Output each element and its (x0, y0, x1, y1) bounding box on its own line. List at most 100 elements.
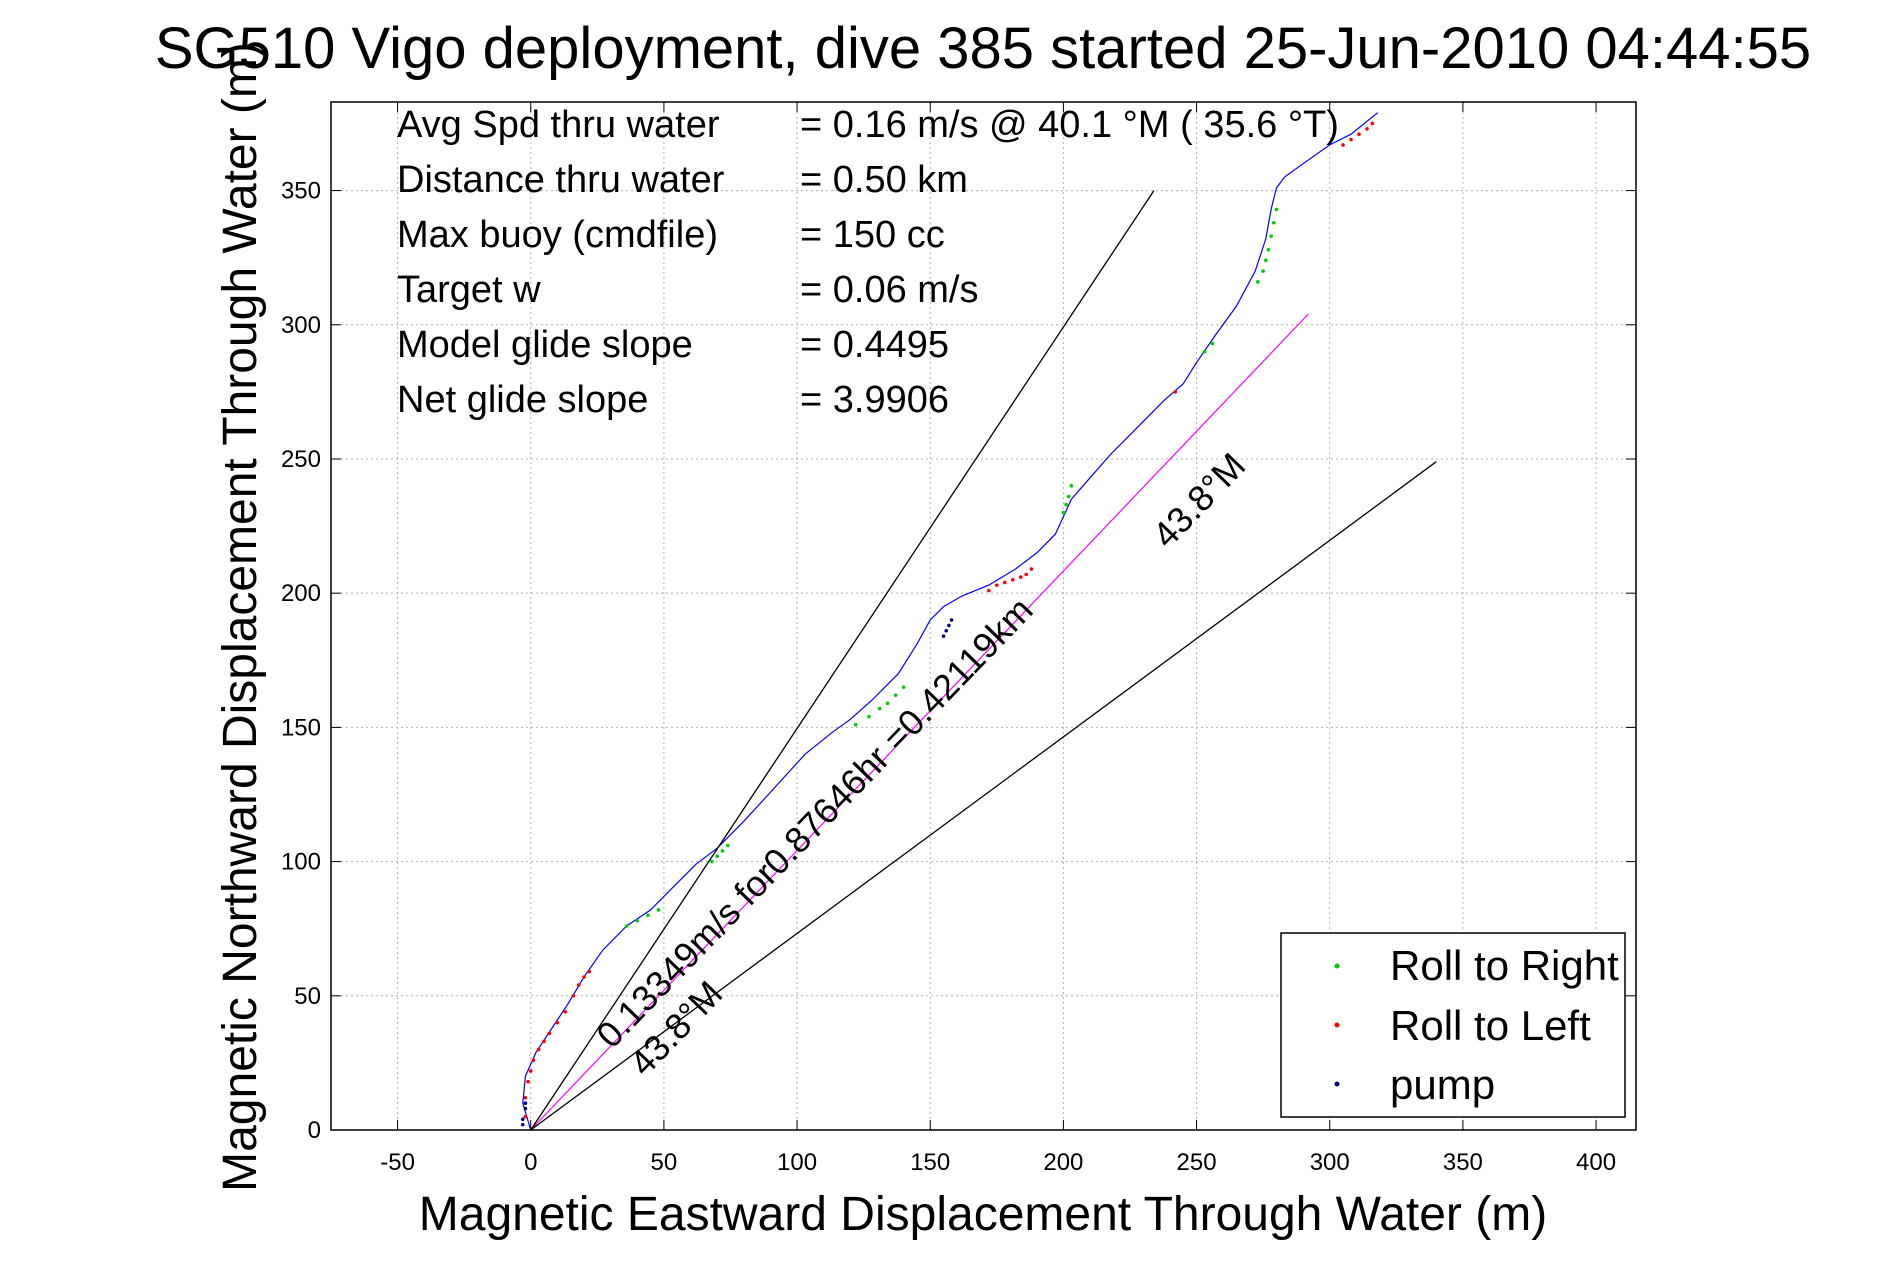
legend-label-pump: pump (1390, 1061, 1495, 1108)
roll-left-marker (536, 1047, 541, 1052)
roll-left-marker (1003, 580, 1007, 585)
x-tick-label: 200 (1043, 1149, 1083, 1176)
roll-right-marker (867, 714, 871, 719)
roll-right-marker (1210, 341, 1215, 346)
pump-marker (523, 1106, 528, 1111)
roll-right-marker (893, 693, 898, 697)
stat-label-target-w: Target w (397, 269, 541, 311)
roll-left-marker (1173, 390, 1178, 394)
stat-label-avg-speed: Avg Spd thru water (397, 104, 720, 146)
chart-title: SG510 Vigo deployment, dive 385 started … (155, 16, 1811, 81)
roll-left-marker (1370, 121, 1375, 126)
roll-left-marker (1357, 132, 1361, 137)
net-track-line (530, 313, 1309, 1131)
roll-left-marker (523, 1114, 528, 1119)
stat-label-model-glide: Model glide slope (397, 324, 693, 366)
roll-right-marker (1061, 510, 1066, 515)
roll-left-marker (531, 1058, 536, 1063)
roll-right-marker (1269, 234, 1273, 239)
roll-left-marker (528, 1069, 533, 1073)
roll-right-marker (877, 706, 882, 711)
roll-right-marker (1261, 269, 1265, 273)
roll-right-marker (656, 908, 661, 912)
stat-label-net-glide: Net glide slope (397, 379, 648, 421)
roll-right-marker (1266, 247, 1271, 252)
stat-value-avg-speed: = 0.16 m/s @ 40.1 °M ( 35.6 °T) (800, 104, 1339, 146)
y-tick-label: 350 (281, 178, 321, 205)
roll-left-marker (1024, 572, 1028, 577)
roll-left-marker (1018, 575, 1023, 579)
stats-block: Avg Spd thru water = 0.16 m/s @ 40.1 °M … (397, 104, 1339, 421)
y-tick-label: 250 (281, 446, 321, 473)
plot-frame (330, 101, 1637, 1131)
roll-left-marker (576, 983, 581, 987)
x-tick-label: 250 (1177, 1149, 1217, 1176)
pump-marker (520, 1117, 525, 1122)
pump-marker (520, 1122, 525, 1127)
roll-right-marker (885, 701, 890, 706)
stat-value-max-buoy: = 150 cc (800, 214, 945, 256)
legend-marker-roll-right (1334, 963, 1340, 969)
envelope-line (530, 461, 1437, 1131)
roll-left-marker (526, 1079, 530, 1084)
legend: Roll to Right Roll to Left pump (1280, 932, 1626, 1118)
pump-marker (944, 628, 949, 633)
y-tick-label: 50 (294, 983, 321, 1010)
glider-track-line (522, 112, 1379, 1131)
y-axis-label: Magnetic Northward Displacement Through … (214, 42, 267, 1192)
series-layer (522, 112, 1437, 1131)
roll-left-marker (587, 969, 592, 974)
roll-right-marker (726, 843, 730, 848)
x-axis-label: Magnetic Eastward Displacement Through W… (419, 1188, 1547, 1241)
y-tick-label: 300 (281, 312, 321, 339)
roll-right-marker (901, 685, 906, 689)
roll-left-marker (987, 588, 991, 593)
roll-right-marker (635, 918, 640, 923)
pump-marker (941, 634, 946, 638)
stat-value-distance: = 0.50 km (800, 159, 968, 201)
y-tick-label: 100 (281, 849, 321, 876)
stat-label-distance: Distance thru water (397, 159, 725, 201)
pump-marker (523, 1101, 528, 1105)
envelope-line (530, 190, 1155, 1131)
roll-left-marker (1010, 577, 1015, 582)
roll-left-marker (1365, 127, 1369, 131)
roll-left-marker (582, 975, 586, 979)
x-axis-ticks: -50 0 50 100 150 200 250 300 350 400 (380, 102, 1616, 1176)
x-tick-label: -50 (380, 1149, 415, 1176)
roll-left-marker (1029, 567, 1034, 571)
pump-marker (949, 618, 954, 622)
y-tick-label: 200 (281, 580, 321, 607)
pump-marker (947, 623, 951, 628)
stat-value-net-glide: = 3.9906 (800, 379, 949, 421)
roll-left-marker (542, 1039, 546, 1044)
stat-value-target-w: = 0.06 m/s (800, 269, 978, 311)
roll-right-marker (710, 859, 714, 864)
x-tick-label: 100 (777, 1149, 817, 1176)
legend-label-roll-right: Roll to Right (1390, 942, 1619, 989)
roll-right-marker (853, 722, 858, 727)
roll-left-marker (1349, 137, 1353, 142)
roll-left-marker (523, 1095, 528, 1100)
legend-marker-roll-left (1334, 1022, 1340, 1028)
roll-right-marker (1274, 207, 1279, 212)
x-tick-label: 0 (524, 1149, 537, 1176)
x-tick-label: 150 (910, 1149, 950, 1176)
roll-right-marker (1066, 494, 1071, 499)
legend-label-roll-left: Roll to Left (1390, 1002, 1591, 1049)
roll-right-marker (720, 849, 725, 853)
stat-value-model-glide: = 0.4495 (800, 324, 949, 366)
y-tick-label: 150 (281, 714, 321, 741)
roll-left-marker (1341, 143, 1345, 147)
x-tick-label: 350 (1443, 1149, 1483, 1176)
roll-right-marker (1264, 258, 1268, 263)
x-tick-label: 400 (1576, 1149, 1616, 1176)
roll-right-marker (1271, 220, 1276, 225)
roll-right-marker (624, 924, 629, 928)
y-axis-ticks: 0 50 100 150 200 250 300 350 (281, 178, 1636, 1144)
y-tick-label: 0 (308, 1117, 321, 1144)
roll-right-marker (715, 854, 719, 859)
x-tick-label: 50 (651, 1149, 678, 1176)
stat-label-max-buoy: Max buoy (cmdfile) (397, 214, 718, 256)
